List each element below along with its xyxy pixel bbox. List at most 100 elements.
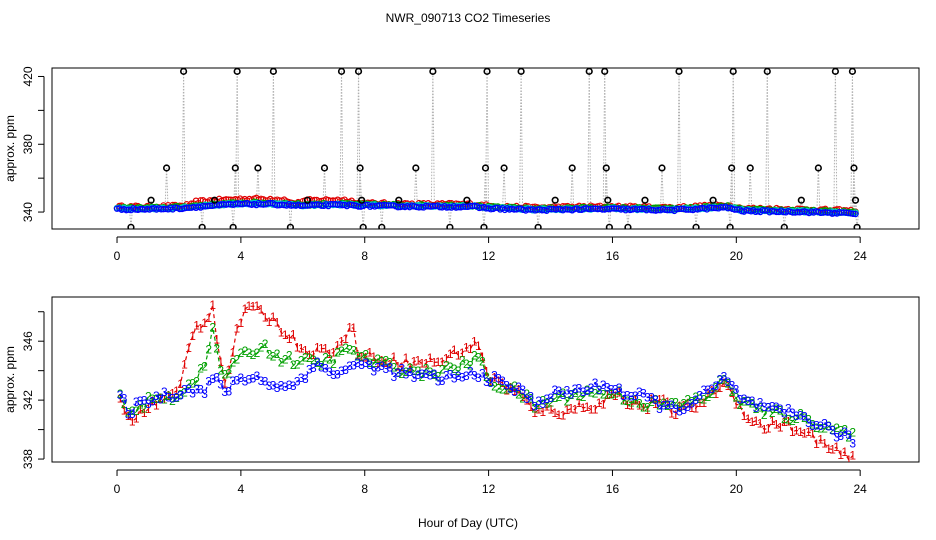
series-marker-3: 3	[600, 378, 607, 392]
series-marker-1: 1	[173, 384, 180, 398]
series-marker-1: 1	[431, 355, 438, 369]
calibration-point	[848, 68, 857, 75]
series-marker-3: 3	[648, 390, 655, 404]
series-marker-2: 2	[580, 390, 587, 404]
series-marker-3: 3	[415, 368, 422, 382]
series-marker-2: 2	[475, 351, 482, 365]
series-marker-2: 2	[769, 406, 776, 420]
series-marker-2: 2	[153, 392, 160, 406]
series-marker-3: 3	[725, 375, 732, 389]
series-marker-1: 1	[845, 453, 852, 467]
series-marker-3: 3	[386, 360, 393, 374]
series-marker-3: 3	[624, 388, 631, 402]
series-marker-1: 1	[801, 427, 808, 441]
series-3: 3333333333333333333333333333333333333333…	[117, 355, 857, 451]
series-marker-2: 2	[749, 396, 756, 410]
series-marker-2: 2	[527, 391, 534, 405]
series-marker-1: 1	[507, 381, 514, 395]
series-marker-1: 1	[809, 427, 816, 441]
calibration-point	[337, 68, 346, 75]
series-marker-2: 2	[270, 349, 277, 363]
series-marker-1: 1	[463, 340, 470, 354]
series-marker-3: 3	[209, 372, 216, 386]
series-marker-3: 3	[499, 374, 506, 388]
calibration-point	[231, 164, 239, 172]
series-marker-3: 3	[495, 371, 502, 385]
series-marker-2: 2	[129, 404, 136, 418]
series-marker-3: 3	[849, 437, 856, 451]
series-marker-1: 1	[817, 433, 824, 447]
calibration-point	[850, 164, 858, 172]
series-marker-3: 3	[149, 394, 156, 408]
series-marker-1: 1	[238, 316, 245, 330]
series-marker-3: 3	[117, 388, 124, 402]
chart-title: NWR_090713 CO2 Timeseries	[386, 11, 551, 25]
series-marker-3: 3	[656, 402, 663, 416]
series-marker-1: 1	[757, 416, 764, 430]
series-marker-3: 3	[298, 371, 305, 385]
series-marker-2: 2	[797, 407, 804, 421]
series-marker-3: 3	[781, 406, 788, 420]
spike-connector	[602, 71, 606, 209]
series-marker-3: 3	[620, 389, 627, 403]
series-marker-3: 3	[229, 374, 236, 388]
series-marker-1: 1	[753, 414, 760, 428]
series-marker-1: 1	[704, 386, 711, 400]
x-tick-label: 24	[853, 482, 867, 496]
series-marker-2: 2	[197, 361, 204, 375]
series-marker-2: 2	[403, 365, 410, 379]
series-marker-1: 1	[306, 348, 313, 362]
series-marker-3: 3	[362, 356, 369, 370]
series-marker-2: 2	[531, 401, 538, 415]
series-marker-3: 3	[221, 385, 228, 399]
series-marker-2: 2	[467, 359, 474, 373]
spike-connector	[520, 71, 524, 210]
series-marker-2: 2	[556, 390, 563, 404]
series-1: 1111111111111111111111111111111111111111…	[117, 298, 857, 467]
series-marker-2: 2	[572, 386, 579, 400]
series-marker-3: 3	[366, 358, 373, 372]
series-marker-3: 3	[700, 383, 707, 397]
series-marker-3: 3	[664, 398, 671, 412]
series-marker-2: 2	[511, 379, 518, 393]
series-marker-1: 1	[644, 403, 651, 417]
series-marker-3: 3	[338, 364, 345, 378]
series-marker-1: 1	[624, 398, 631, 412]
series-marker-2: 2	[415, 364, 422, 378]
series-marker-2: 2	[310, 353, 317, 367]
series-marker-2: 2	[169, 394, 176, 408]
series-marker-3: 3	[266, 379, 273, 393]
series-marker-2: 2	[600, 388, 607, 402]
series-marker-1: 1	[133, 411, 140, 425]
series-marker-1: 1	[455, 348, 462, 362]
series-marker-1: 1	[515, 383, 522, 397]
spike-connector	[833, 71, 836, 213]
series-marker-2: 2	[761, 408, 768, 422]
x-tick-label: 8	[361, 249, 368, 263]
calibration-point	[179, 68, 188, 75]
calibration-point	[229, 223, 237, 229]
series-marker-2: 2	[407, 361, 414, 375]
x-tick-label: 0	[114, 482, 121, 496]
series-marker-3: 3	[688, 397, 695, 411]
series-marker-2: 2	[773, 402, 780, 416]
series-marker-1: 1	[833, 440, 840, 454]
calibration-point	[624, 223, 632, 229]
series-marker-1: 1	[543, 400, 550, 414]
x-tick-label: 0	[114, 249, 121, 263]
series-marker-1: 1	[564, 403, 571, 417]
series-marker-3: 3	[539, 397, 546, 411]
series-marker-1: 1	[374, 356, 381, 370]
series-marker-1: 1	[286, 332, 293, 346]
series-marker-1: 1	[777, 421, 784, 435]
calibration-point	[605, 223, 613, 229]
series-marker-2: 2	[503, 382, 510, 396]
series-marker-3: 3	[777, 402, 784, 416]
calibration-point	[831, 68, 839, 75]
series-marker-1: 1	[495, 374, 502, 388]
series-marker-1: 1	[141, 406, 148, 420]
series-marker-3: 3	[833, 431, 840, 445]
series-marker-2: 2	[330, 357, 337, 371]
series-marker-3: 3	[821, 417, 828, 431]
series-marker-3: 3	[238, 371, 245, 385]
